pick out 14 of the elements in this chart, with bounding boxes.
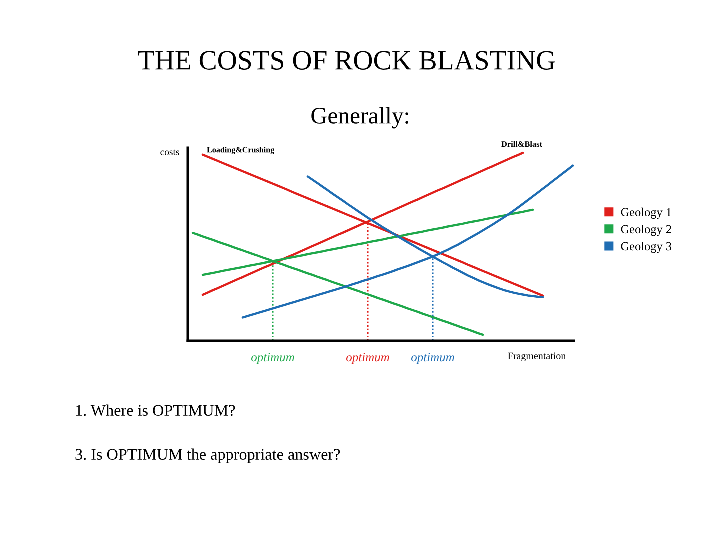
x-axis-title: Fragmentation (508, 352, 566, 362)
text: 3. Is OPTIMUM the appropriate answer? (76, 448, 340, 464)
text: optimum (346, 353, 390, 364)
text: optimum (252, 353, 294, 364)
chart-subtitle: Generally: (312, 107, 408, 129)
legend-label: Geology 2 (621, 224, 672, 236)
text: optimum (412, 353, 454, 364)
annotation: Loading&Crushing (207, 147, 275, 154)
y-axis-title: costs (160, 150, 180, 156)
chart-title: THE COSTS OF ROCK BLASTING (138, 51, 556, 70)
legend-label: Geology 3 (621, 242, 672, 254)
text: 1. Where is OPTIMUM? (76, 404, 236, 416)
legend-label: Geology 1 (621, 208, 672, 220)
text: Drill&Blast (502, 141, 542, 148)
